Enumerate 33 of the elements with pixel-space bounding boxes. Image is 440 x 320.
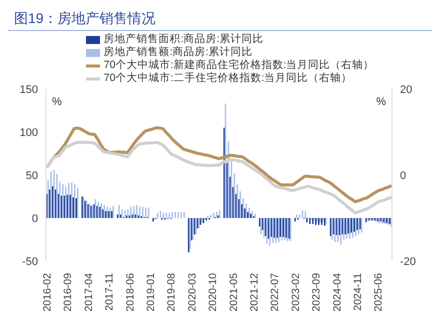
x-tick-label: 2018-06: [124, 272, 136, 312]
legend-label: 房地产销售额:商品房:累计同比: [104, 46, 253, 59]
x-tick-label: 2017-11: [104, 272, 116, 311]
x-tick-label: 2022-07: [269, 272, 282, 312]
x-tick-label: 2023-02: [290, 272, 302, 312]
x-tick-label: 2023-09: [310, 272, 323, 312]
y2-tick-label: -20: [400, 256, 416, 268]
x-tick-label: 2021-05: [228, 272, 240, 312]
y-tick-label: 100: [20, 126, 38, 139]
x-tick-label: 2019-08: [166, 272, 178, 312]
x-tick-label: 2021-12: [248, 272, 260, 312]
x-tick-label: 2024-04: [331, 272, 344, 312]
legend-label: 70个大中城市:新建商品住宅价格指数:当月同比（右轴）: [104, 59, 374, 72]
x-tick-label: 2016-09: [62, 272, 74, 312]
x-tick-label: 2020-03: [186, 272, 198, 312]
y-tick-label: 50: [26, 170, 38, 182]
y2-tick-label: 0: [400, 170, 406, 182]
y-axis-title: %: [52, 96, 62, 108]
x-tick-label: 2025-06: [372, 272, 385, 312]
y2-axis-title: %: [376, 96, 386, 108]
y2-tick-label: 20: [400, 84, 412, 96]
line-series: [46, 140, 392, 214]
y-tick-label: 0: [32, 212, 38, 225]
x-tick-label: 2017-04: [82, 272, 95, 312]
chart-title: 图19：房地产销售情况: [8, 8, 432, 31]
y-tick-label: 150: [20, 84, 38, 96]
x-tick-label: 2024-11: [352, 272, 364, 311]
legend-label: 房地产销售面积:商品房:累计同比: [104, 33, 264, 46]
x-tick-label: 2016-02: [41, 272, 54, 312]
x-tick-label: 2019-01: [144, 272, 157, 312]
x-tick-label: 2020-10: [207, 272, 220, 312]
legend-label: 70个大中城市:二手住宅价格指数:当月同比（右轴）: [104, 72, 352, 85]
y-tick-label: -50: [22, 256, 38, 268]
